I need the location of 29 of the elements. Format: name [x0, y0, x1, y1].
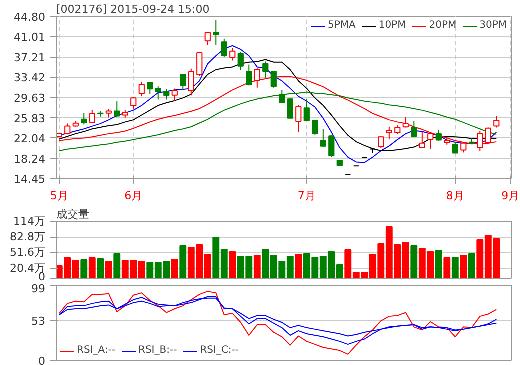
legend-label: 20PM — [429, 20, 457, 31]
y-tick-label: 33.42 — [14, 72, 46, 85]
chart-title: 成交量 — [56, 208, 90, 221]
legend-label: RSI_A:-- — [77, 345, 116, 356]
x-tick-label: 7月 — [298, 190, 316, 202]
legend-label: RSI_C:-- — [200, 345, 240, 356]
y-tick-label: 18.24 — [14, 152, 46, 166]
x-tick-label: 5月 — [50, 190, 68, 202]
legend-label: 5PMA — [328, 20, 356, 31]
chart-title: [002176] 2015-09-24 15:00 — [56, 3, 210, 16]
y-tick-label: 14.45 — [14, 173, 46, 186]
x-tick-label: 6月 — [124, 190, 143, 202]
x-tick-label: 8月 — [446, 190, 464, 202]
legend-label: 10PM — [378, 20, 406, 31]
y-tick-label: 41.01 — [14, 31, 46, 44]
y-tick-label: 0 — [38, 355, 46, 365]
y-tick-label: 29.63 — [14, 92, 46, 105]
legend-label: 30PM — [480, 20, 507, 31]
y-tick-label: 37.21 — [14, 52, 46, 65]
y-tick-label: 44.80 — [14, 11, 46, 24]
text: 9月 — [502, 190, 520, 202]
y-tick-label: 99 — [32, 282, 46, 296]
y-tick-label: 114万 — [14, 215, 46, 228]
y-tick-label: 51.6万 — [10, 246, 46, 260]
legend-label: RSI_B:-- — [138, 345, 178, 356]
y-tick-label: 22.04 — [14, 132, 46, 146]
y-tick-label: 53 — [32, 314, 46, 328]
y-tick-label: 82.8万 — [10, 230, 46, 244]
y-tick-label: 25.83 — [14, 112, 46, 126]
